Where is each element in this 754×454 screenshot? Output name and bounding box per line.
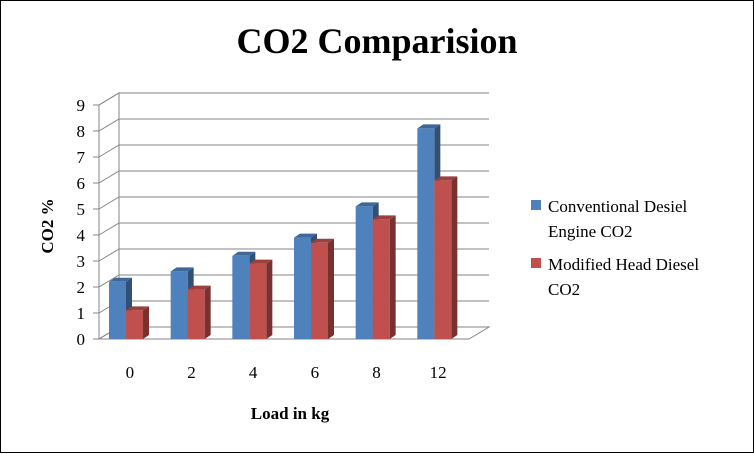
bar-front [170,271,188,339]
bar-top [372,215,396,220]
legend-swatch [531,200,541,210]
y-tick-label: 4 [77,226,86,245]
y-tick-label: 5 [77,200,86,219]
bar-modified-load-2 [187,285,211,339]
y-tick-label: 3 [77,252,86,271]
bar-top [294,233,317,238]
bar-front [372,219,390,339]
bar-modified-load-8 [372,215,396,339]
bar-front [187,289,205,339]
bar-side [328,238,334,339]
bar-top [187,285,211,290]
bar-top [232,251,256,256]
bar-top [355,202,379,207]
x-tick-label: 4 [249,363,258,382]
bar-modified-load-6 [311,238,334,339]
y-axis-ticks: 0 1 2 3 4 5 6 7 8 9 [77,96,86,349]
bar-top [249,259,273,264]
gridline [98,170,489,184]
bar-top [311,238,334,243]
x-axis-ticks: 0 2 4 6 8 12 [126,363,447,382]
bar-front [249,263,267,339]
bar-modified-load-4 [249,259,273,339]
bar-top [126,306,149,311]
y-tick-label: 2 [77,278,86,297]
bar-front [417,128,435,339]
y-axis-title: CO2 % [38,198,57,253]
bar-side [451,176,458,339]
x-tick-label: 6 [311,363,320,382]
legend-label: Engine CO2 [548,222,633,241]
gridline [98,196,489,210]
bars [109,124,458,340]
x-axis-title: Load in kg [251,404,330,423]
bar-top [170,267,194,272]
gridline [98,92,489,106]
x-tick-label: 2 [187,363,196,382]
bar-front [126,310,143,339]
bar-front [232,255,250,339]
legend-swatch [531,258,541,268]
gridline [98,118,489,132]
bar-side [143,306,149,339]
bar-front [294,237,311,339]
bar-top [434,176,458,181]
legend-label: Modified Head Diesel [548,255,699,274]
bar-top [417,124,441,129]
y-tick-label: 7 [77,148,86,167]
legend-item-modified: Modified Head Diesel CO2 [531,255,699,299]
y-tick-label: 8 [77,122,86,141]
y-tick-label: 1 [77,304,86,323]
bar-side [389,215,396,339]
legend-label: CO2 [548,280,580,299]
y-tick-label: 9 [77,96,86,115]
y-tick-label: 0 [77,330,86,349]
x-tick-label: 12 [430,363,447,382]
bar-front [355,206,373,339]
y-tick-label: 6 [77,174,86,193]
chart-title: CO2 Comparision [236,21,517,61]
bar-modified-load-12 [434,176,458,339]
legend-label: Conventional Desiel [548,197,688,216]
legend: Conventional Desiel Engine CO2 Modified He… [531,197,699,299]
legend-item-conventional: Conventional Desiel Engine CO2 [531,197,688,241]
bar-front [109,281,126,339]
bar-top [109,277,132,282]
bar-modified-load-0 [126,306,149,339]
bar-side [204,285,211,339]
bar-front [311,242,328,339]
gridline [98,144,489,158]
x-tick-label: 8 [372,363,381,382]
bar-side [266,259,273,339]
x-tick-label: 0 [126,363,135,382]
bar-front [434,180,452,339]
